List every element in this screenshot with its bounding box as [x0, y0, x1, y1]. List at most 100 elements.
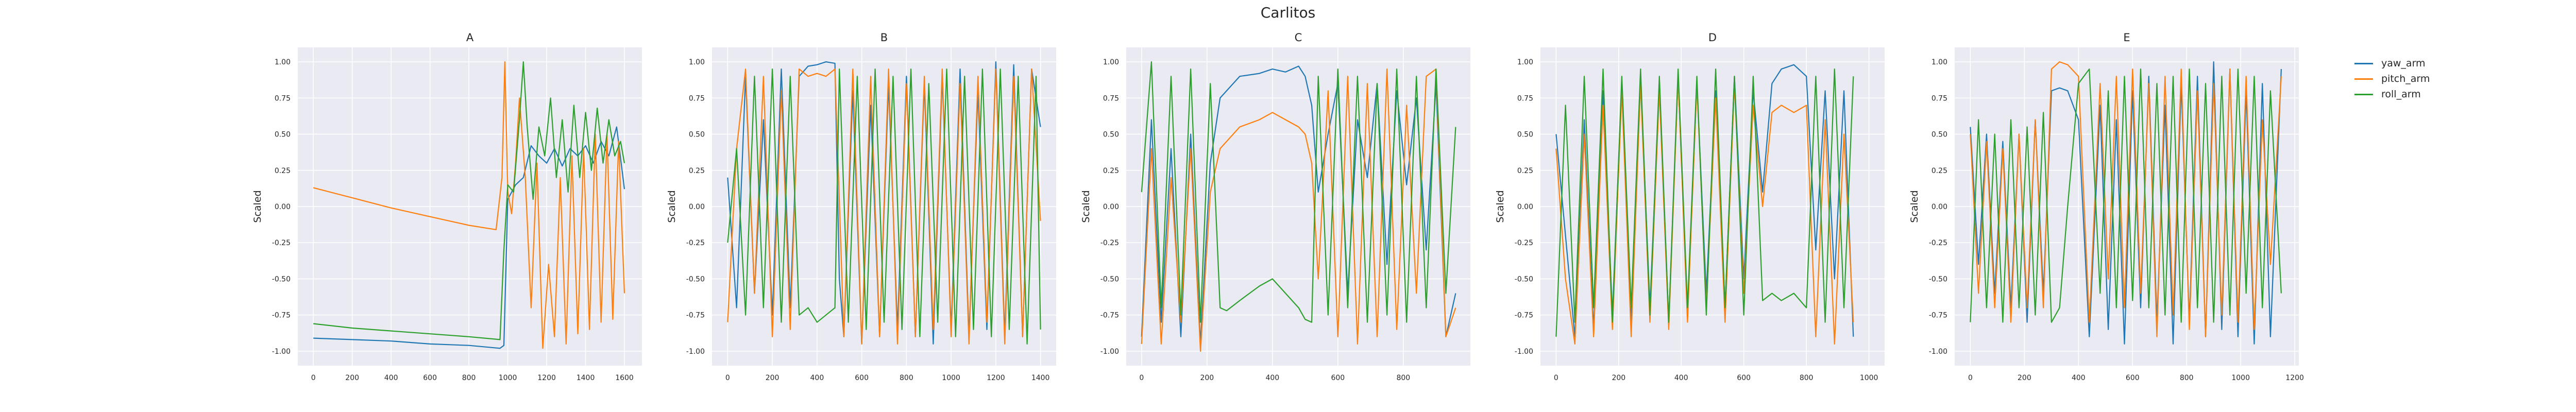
- panel-b: 0 200 400 600 800 1000 1200 1400 -1.00 -0.75 -0.50…: [666, 31, 1056, 382]
- x-tick-label: 800: [462, 374, 476, 382]
- y-tick-label: 0.25: [275, 167, 291, 175]
- y-axis-label-d: Scaled: [1495, 190, 1506, 222]
- x-tick-label: 0: [311, 374, 316, 382]
- legend-label-yaw-arm: yaw_arm: [2381, 58, 2426, 69]
- y-axis-label-e: Scaled: [1909, 190, 1920, 222]
- x-tick-label: 0: [1554, 374, 1558, 382]
- y-tick-label: 1.00: [689, 58, 705, 66]
- y-tick-label: -0.25: [1100, 239, 1119, 247]
- x-tick-label: 600: [2126, 374, 2140, 382]
- series-line-roll-arm-c: [1141, 61, 1456, 323]
- panel-d: 0 200 400 600 800 1000 -1.00 -0.75 -0.50 -0.25 0.0…: [1495, 31, 1885, 382]
- x-tick-label: 0: [1968, 374, 1973, 382]
- y-tick-label: 0.00: [275, 203, 291, 211]
- y-tick-label: 0.75: [1103, 94, 1119, 102]
- y-tick-label: 0.25: [1103, 167, 1119, 175]
- legend-label-roll-arm: roll_arm: [2381, 89, 2421, 100]
- y-tick-label: -0.75: [1100, 312, 1119, 320]
- legend-item-yaw-arm: yaw_arm: [2354, 56, 2432, 71]
- y-tick-label: 0.00: [689, 203, 705, 211]
- y-tick-label: 0.75: [275, 94, 291, 102]
- x-tick-label: 200: [766, 374, 779, 382]
- y-tick-label: -0.25: [686, 239, 705, 247]
- y-tick-label: 1.00: [275, 58, 291, 66]
- series-line-pitch-arm-a: [313, 61, 625, 349]
- y-tick-label: 1.00: [1931, 58, 1947, 66]
- y-axis-label-b: Scaled: [666, 190, 677, 222]
- panel-title-e: E: [2123, 31, 2130, 44]
- y-tick-label: 0.75: [1517, 94, 1533, 102]
- x-tick-label: 200: [1200, 374, 1214, 382]
- x-tick-label: 0: [1139, 374, 1144, 382]
- y-axis-label-c: Scaled: [1080, 190, 1092, 222]
- panel-title-a: A: [466, 31, 474, 44]
- y-tick-label: 0.50: [1517, 131, 1533, 139]
- x-tick-label: 400: [1674, 374, 1688, 382]
- y-tick-label: 0.25: [1517, 167, 1533, 175]
- y-tick-label: 0.00: [1931, 203, 1947, 211]
- series-line-roll-arm-a: [313, 61, 625, 340]
- legend-swatch-yaw-arm: [2354, 62, 2373, 64]
- x-tick-label: 800: [2180, 374, 2194, 382]
- x-tick-label: 600: [423, 374, 437, 382]
- y-tick-label: -0.25: [1515, 239, 1533, 247]
- legend-item-roll-arm: roll_arm: [2354, 87, 2432, 102]
- y-tick-label: 0.50: [1103, 131, 1119, 139]
- legend-swatch-roll-arm: [2354, 93, 2373, 95]
- x-tick-label: 600: [1331, 374, 1345, 382]
- x-tick-label: 800: [1396, 374, 1410, 382]
- x-tick-label: 0: [725, 374, 730, 382]
- y-tick-label: 0.00: [1517, 203, 1533, 211]
- y-tick-label: 0.75: [689, 94, 705, 102]
- y-tick-label: 0.50: [689, 131, 705, 139]
- x-tick-label: 1000: [942, 374, 960, 382]
- series-line-pitch-arm-b: [727, 68, 1041, 345]
- y-tick-label: -0.75: [272, 312, 291, 320]
- y-tick-label: 0.00: [1103, 203, 1119, 211]
- y-tick-label: -1.00: [1515, 348, 1533, 356]
- y-tick-label: -1.00: [686, 348, 705, 356]
- x-tick-label: 1400: [1031, 374, 1050, 382]
- figure-title: Carlitos: [1260, 4, 1316, 21]
- y-tick-label: 1.00: [1103, 58, 1119, 66]
- y-tick-label: -0.75: [1515, 312, 1533, 320]
- series-line-yaw-arm-c: [1141, 65, 1456, 345]
- panel-title-c: C: [1295, 31, 1302, 44]
- x-tick-label: 200: [345, 374, 359, 382]
- x-tick-label: 200: [2018, 374, 2031, 382]
- y-tick-label: 0.75: [1931, 94, 1947, 102]
- panel-c: 0 200 400 600 800 -1.00 -0.75 -0.50 -0.25 0.00 0.2…: [1080, 31, 1470, 382]
- x-tick-label: 400: [2072, 374, 2086, 382]
- y-tick-label: 0.25: [1931, 167, 1947, 175]
- y-tick-label: -0.50: [272, 275, 291, 283]
- y-tick-label: 1.00: [1517, 58, 1533, 66]
- legend-swatch-pitch-arm: [2354, 78, 2373, 80]
- x-tick-label: 800: [900, 374, 913, 382]
- panel-title-b: B: [880, 31, 888, 44]
- series-line-pitch-arm-c: [1141, 68, 1456, 352]
- panel-a: 0 200 400 600 800 1000 1200 1400 1600 -1.00 -0.75 -…: [252, 31, 642, 382]
- x-tick-label: 1000: [2231, 374, 2250, 382]
- panel-e: 0 200 400 600 800 1000 1200 -1.00 -0.75 -0.50 -0.2…: [1909, 31, 2304, 382]
- x-tick-label: 1200: [537, 374, 556, 382]
- y-tick-label: 0.50: [275, 131, 291, 139]
- y-tick-label: 0.50: [1931, 131, 1947, 139]
- x-tick-label: 400: [810, 374, 824, 382]
- x-tick-label: 600: [1737, 374, 1751, 382]
- y-tick-label: -1.00: [1929, 348, 1947, 356]
- y-tick-label: 0.25: [689, 167, 705, 175]
- series-line-roll-arm-b: [727, 68, 1041, 345]
- x-tick-label: 1000: [499, 374, 517, 382]
- y-tick-label: -0.50: [1100, 275, 1119, 283]
- y-tick-label: -0.25: [1929, 239, 1947, 247]
- y-tick-label: -0.75: [1929, 312, 1947, 320]
- legend-item-pitch-arm: pitch_arm: [2354, 71, 2432, 87]
- legend-label-pitch-arm: pitch_arm: [2381, 73, 2430, 84]
- legend: yaw_arm pitch_arm roll_arm: [2354, 56, 2432, 102]
- y-tick-label: -0.50: [1515, 275, 1533, 283]
- series-line-roll-arm-d: [1555, 68, 1854, 337]
- x-tick-label: 1200: [987, 374, 1005, 382]
- y-tick-label: -0.25: [272, 239, 291, 247]
- panel-title-d: D: [1708, 31, 1717, 44]
- x-tick-label: 800: [1800, 374, 1814, 382]
